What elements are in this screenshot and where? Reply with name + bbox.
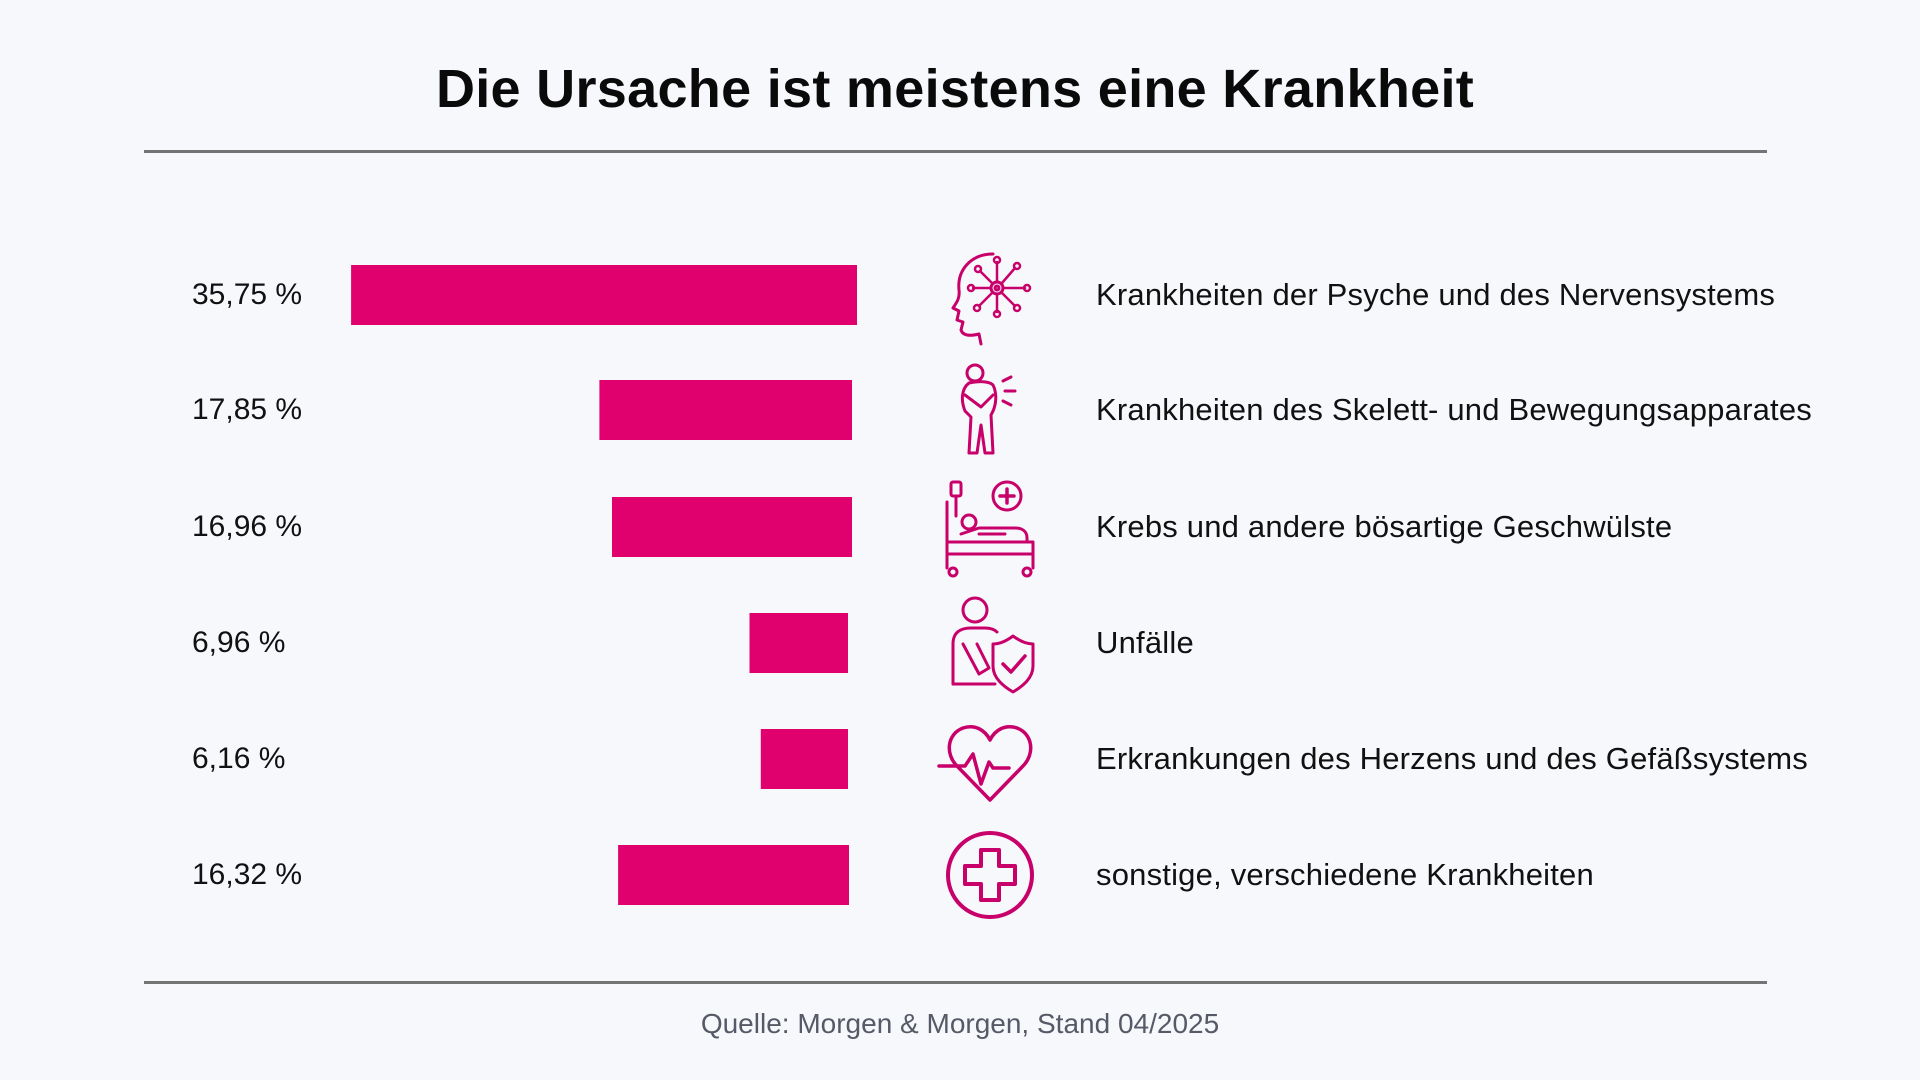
hospital-bed-icon [935, 472, 1045, 582]
top-divider [144, 150, 1767, 153]
back-pain-icon [935, 355, 1045, 465]
brain-head-icon [935, 240, 1045, 350]
source-note: Quelle: Morgen & Morgen, Stand 04/2025 [700, 1008, 1220, 1039]
category-label: Krebs und andere bösartige Geschwülste [1096, 509, 1673, 544]
category-label: Krankheiten des Skelett- und Bewegungsap… [1096, 392, 1812, 427]
bar-3 [612, 497, 852, 557]
bar-1 [351, 265, 857, 325]
value-label: 6,16 % [192, 742, 286, 775]
value-label: 16,32 % [192, 858, 303, 891]
heartbeat-icon [935, 704, 1045, 814]
value-label: 17,85 % [192, 393, 303, 426]
chart-title: Die Ursache ist meistens eine Krankheit [435, 59, 1475, 119]
bar-2 [599, 380, 852, 440]
injury-shield-icon [935, 588, 1045, 698]
value-label: 6,96 % [192, 626, 286, 659]
category-label: Krankheiten der Psyche und des Nervensys… [1096, 277, 1776, 312]
value-label: 16,96 % [192, 510, 303, 543]
category-label: sonstige, verschiedene Krankheiten [1096, 857, 1594, 892]
bottom-divider [144, 981, 1767, 984]
category-label: Erkrankungen des Herzens und des Gefäßsy… [1096, 741, 1809, 776]
category-label: Unfälle [1096, 625, 1194, 660]
medical-cross-icon [935, 820, 1045, 930]
bar-6 [618, 845, 849, 905]
value-label: 35,75 % [192, 278, 303, 311]
bar-5 [760, 729, 848, 789]
bar-4 [749, 613, 848, 673]
